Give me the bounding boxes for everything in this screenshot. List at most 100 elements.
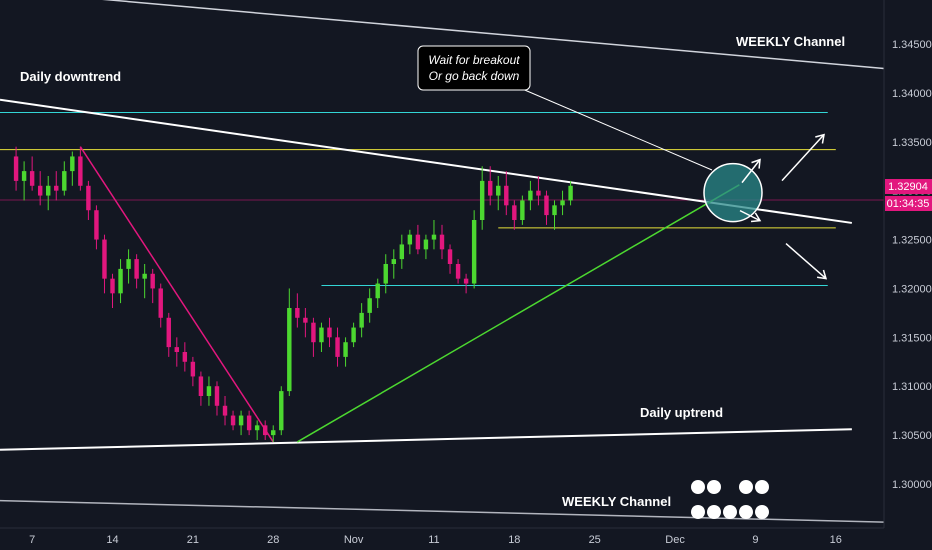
- x-tick-label: 11: [428, 534, 439, 546]
- candle-body: [158, 288, 163, 318]
- candle-body: [528, 190, 533, 201]
- candle: [78, 146, 83, 191]
- candle: [544, 190, 549, 225]
- event-flag-icon[interactable]: [707, 480, 721, 494]
- candle-body: [568, 185, 573, 201]
- candle-body: [182, 352, 188, 362]
- candle-body: [463, 278, 469, 284]
- candle: [158, 283, 163, 328]
- candle: [528, 180, 533, 211]
- candle: [126, 249, 131, 284]
- event-flag-icon[interactable]: [755, 480, 769, 494]
- candle: [150, 268, 155, 304]
- candle-body: [319, 327, 324, 343]
- candle-body: [21, 171, 27, 181]
- candle-body: [126, 259, 131, 269]
- candle-body: [439, 234, 445, 250]
- weekly-top-line: [101, 0, 885, 70]
- arrow-down-big-icon: [785, 243, 828, 280]
- candle: [182, 342, 188, 372]
- candle-body: [254, 425, 260, 431]
- candle-body: [94, 210, 99, 240]
- candle: [118, 259, 123, 304]
- callout-text-line1: Wait for breakout: [428, 53, 520, 67]
- candle-body: [536, 190, 541, 196]
- event-flag-icon[interactable]: [707, 505, 721, 519]
- candle-body: [262, 425, 268, 436]
- candle: [335, 327, 340, 367]
- event-flag-icon[interactable]: [691, 505, 705, 519]
- candle-body: [496, 185, 501, 196]
- x-tick-label: 25: [589, 534, 601, 546]
- x-tick-label: 18: [508, 534, 520, 546]
- y-tick-label: 1.32000: [892, 283, 932, 295]
- candle: [367, 288, 372, 323]
- candle-body: [423, 239, 429, 250]
- x-tick-label: 9: [752, 534, 758, 546]
- arrow-up-small-icon: [741, 158, 761, 184]
- candle-body: [375, 283, 380, 299]
- candle: [279, 386, 284, 436]
- bar-countdown: 01:34:35: [887, 198, 930, 210]
- callout-box: [417, 45, 531, 91]
- candle: [391, 249, 396, 279]
- candle-body: [407, 234, 413, 245]
- candle-body: [86, 185, 91, 211]
- candle: [94, 205, 99, 250]
- candle: [455, 259, 461, 284]
- candle: [46, 176, 51, 211]
- candle: [399, 234, 405, 269]
- candle-body: [399, 244, 405, 260]
- event-flag-icon[interactable]: [739, 480, 753, 494]
- candle: [447, 244, 453, 274]
- candle: [230, 410, 236, 431]
- candle-body: [62, 171, 67, 191]
- candle: [295, 293, 300, 328]
- event-flag-icon[interactable]: [723, 505, 737, 519]
- candle-body: [54, 185, 59, 191]
- x-tick-label: 16: [830, 534, 842, 546]
- candle: [110, 273, 115, 308]
- callout-pointer: [519, 87, 713, 171]
- candle: [520, 195, 525, 225]
- candle: [134, 254, 139, 289]
- candle-body: [560, 200, 565, 206]
- candle: [206, 376, 212, 406]
- candle-body: [295, 308, 300, 318]
- candle-body: [383, 264, 388, 284]
- event-flag-icon[interactable]: [755, 505, 769, 519]
- candle: [504, 171, 509, 216]
- event-flag-icon[interactable]: [739, 505, 753, 519]
- y-tick-label: 1.31500: [892, 332, 932, 344]
- candle: [512, 200, 517, 230]
- candle-body: [479, 180, 485, 220]
- candle-body: [174, 347, 180, 352]
- x-tick-label: 28: [267, 534, 279, 546]
- candle-body: [415, 234, 421, 250]
- candle-body: [471, 220, 477, 284]
- candle: [407, 229, 413, 255]
- candle-body: [13, 156, 19, 181]
- candle-body: [110, 278, 115, 294]
- candle: [174, 337, 180, 367]
- candle: [62, 161, 67, 196]
- uptrend-support-line: [296, 184, 740, 443]
- weekly-channel-top-label: WEEKLY Channel: [736, 34, 845, 49]
- daily-downtrend-label: Daily downtrend: [20, 69, 121, 84]
- y-tick-label: 1.34500: [892, 39, 932, 51]
- event-icons[interactable]: [691, 480, 769, 519]
- candle-body: [351, 327, 356, 343]
- candle: [166, 312, 171, 357]
- x-tick-label: 21: [187, 534, 199, 546]
- candle-body: [279, 391, 284, 431]
- weekly-bottom-line: [0, 499, 885, 523]
- candle: [383, 254, 388, 294]
- candle-body: [230, 415, 236, 426]
- candle: [287, 288, 292, 396]
- x-tick-label: Dec: [665, 534, 685, 546]
- candle: [375, 278, 380, 308]
- event-flag-icon[interactable]: [691, 480, 705, 494]
- candle: [54, 171, 59, 201]
